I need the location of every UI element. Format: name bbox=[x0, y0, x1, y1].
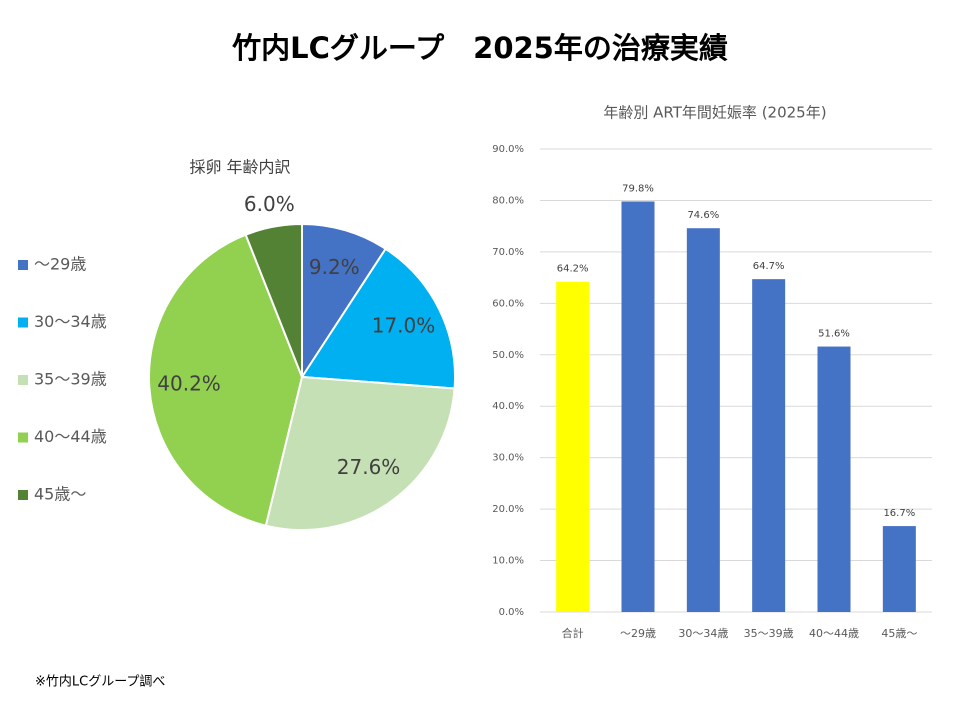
legend-label: 30～34歳 bbox=[34, 312, 107, 331]
slice-label: 27.6% bbox=[337, 455, 401, 479]
slice-label: 6.0% bbox=[244, 192, 295, 216]
legend-label: ～29歳 bbox=[34, 255, 86, 274]
legend-swatch bbox=[18, 432, 28, 443]
pie-slice bbox=[264, 375, 456, 531]
legend-label: 45歳～ bbox=[34, 485, 86, 504]
legend-label: 35～39歳 bbox=[34, 370, 107, 389]
pie-title: 採卵 年齢内訳 bbox=[189, 158, 290, 177]
y-tick-label: 60.0% bbox=[492, 298, 524, 309]
legend-swatch bbox=[18, 260, 28, 270]
footnote: ※竹内LCグループ調べ bbox=[35, 674, 165, 690]
y-tick-label: 50.0% bbox=[492, 350, 524, 361]
bar bbox=[686, 228, 720, 613]
x-tick-label: 45歳～ bbox=[881, 627, 917, 640]
y-tick-label: 10.0% bbox=[492, 556, 524, 567]
legend-swatch bbox=[18, 490, 28, 500]
slice-label: 17.0% bbox=[372, 313, 436, 337]
bar bbox=[752, 279, 786, 612]
legend-label: 40～44歳 bbox=[34, 427, 107, 446]
y-tick-label: 20.0% bbox=[492, 504, 524, 515]
bar-value-label: 16.7% bbox=[883, 508, 915, 519]
pie-slice bbox=[148, 233, 304, 527]
legend-swatch bbox=[18, 375, 28, 385]
x-tick-label: 40～44歳 bbox=[809, 627, 859, 640]
x-tick-label: 合計 bbox=[562, 626, 584, 640]
legend-swatch bbox=[18, 317, 28, 328]
bar-value-label: 51.6% bbox=[818, 329, 850, 340]
y-tick-label: 0.0% bbox=[499, 607, 524, 618]
bar-title: 年齢別 ART年間妊娠率 (2025年) bbox=[603, 104, 826, 122]
bar bbox=[556, 281, 590, 612]
bar-value-label: 74.6% bbox=[687, 210, 719, 221]
pie-slice bbox=[244, 222, 303, 378]
y-tick-label: 30.0% bbox=[492, 453, 524, 464]
bar bbox=[817, 346, 851, 612]
pie-slice bbox=[301, 222, 387, 381]
bar-value-label: 64.2% bbox=[557, 264, 589, 275]
bar bbox=[882, 526, 916, 612]
y-tick-label: 40.0% bbox=[492, 401, 524, 412]
y-tick-label: 70.0% bbox=[492, 247, 524, 258]
y-tick-label: 80.0% bbox=[492, 195, 524, 206]
x-tick-label: ～29歳 bbox=[620, 627, 656, 640]
y-tick-label: 90.0% bbox=[492, 144, 524, 155]
x-tick-label: 35～39歳 bbox=[744, 627, 794, 640]
slice-label: 40.2% bbox=[157, 371, 221, 395]
bar bbox=[621, 201, 655, 612]
slice-label: 9.2% bbox=[309, 255, 360, 279]
bar-value-label: 79.8% bbox=[622, 183, 654, 194]
pie-slice bbox=[300, 247, 456, 390]
slide-title: 竹内LCグループ 2025年の治療実績 bbox=[232, 31, 728, 65]
x-tick-label: 30～34歳 bbox=[678, 627, 728, 640]
bar-value-label: 64.7% bbox=[753, 261, 785, 272]
